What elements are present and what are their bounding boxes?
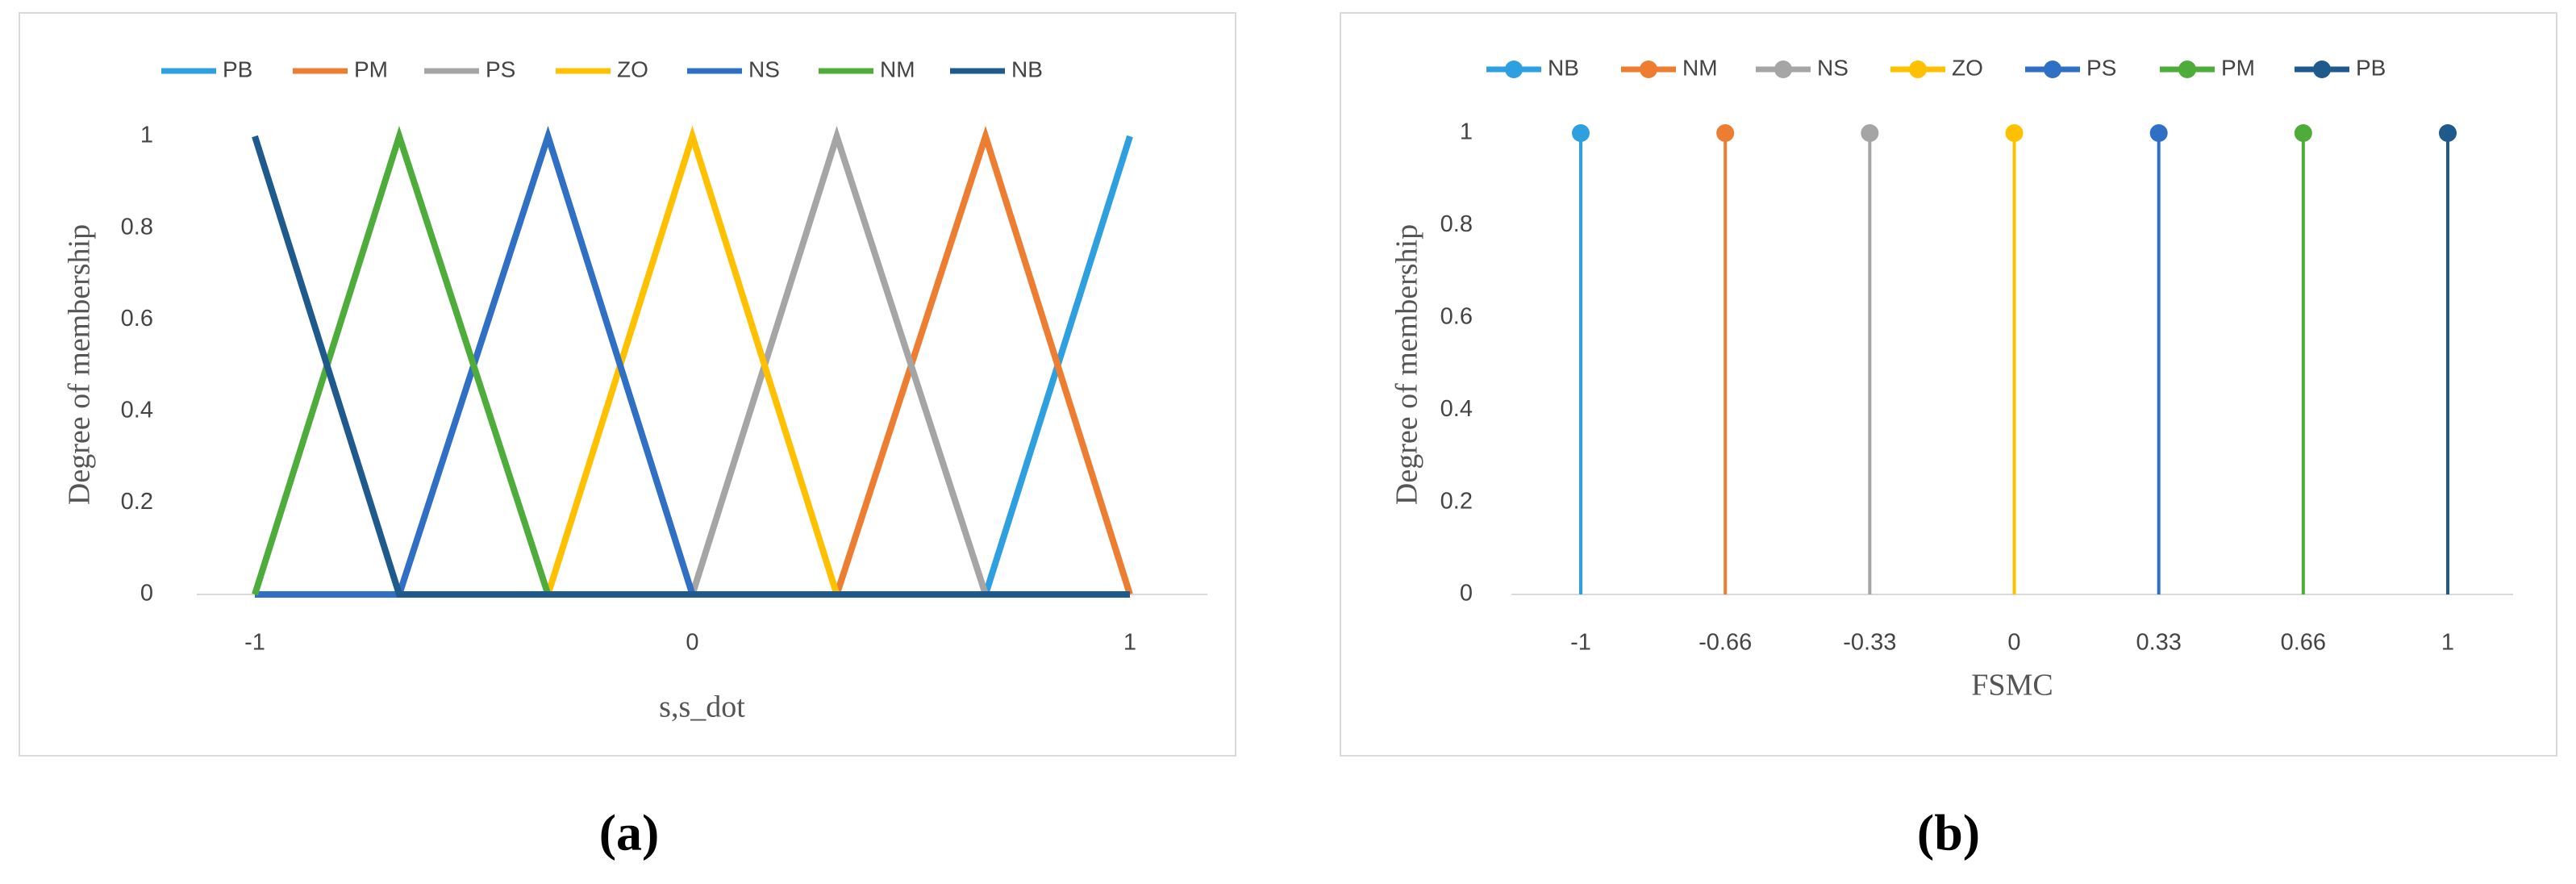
series-line [252, 135, 1130, 598]
x-tick-label: -1 [244, 630, 265, 656]
panel-label: (b) [1917, 804, 1980, 861]
legend-label: NM [1682, 55, 1718, 80]
y-tick-label: 0.2 [121, 489, 153, 515]
x-axis-title: FSMC [1971, 669, 2053, 703]
legend-marker [2178, 60, 2196, 78]
stem-marker [2149, 124, 2168, 142]
legend-marker [1505, 60, 1523, 78]
x-tick-label: -0.33 [1843, 630, 1896, 656]
legend-label: NB [1548, 55, 1579, 80]
legend-marker [1774, 60, 1792, 78]
x-tick-label: -1 [1570, 630, 1591, 656]
stem-marker [2439, 124, 2457, 142]
legend-label: PS [486, 56, 515, 81]
legend-label: ZO [1952, 55, 1983, 80]
legend-marker [1640, 60, 1657, 78]
stem-marker [2294, 124, 2312, 142]
panel-frame [1340, 12, 2557, 757]
legend-label: PB [2356, 55, 2386, 80]
legend-label: PM [354, 56, 388, 81]
x-tick-label: 0.66 [2281, 630, 2326, 656]
stem-marker [1572, 124, 1590, 142]
legend-label: PB [223, 56, 252, 81]
y-tick-label: 0.4 [121, 397, 153, 423]
y-tick-label: 0.8 [121, 214, 153, 240]
stem-marker [1716, 124, 1735, 142]
x-axis-title: s,s_dot [659, 690, 745, 724]
x-tick-label: 1 [1123, 630, 1136, 656]
legend-marker [2044, 60, 2061, 78]
x-tick-label: 0.33 [2136, 630, 2181, 656]
legend-label: ZO [617, 56, 648, 81]
y-tick-label: 0 [1460, 581, 1473, 607]
legend-marker [2313, 60, 2331, 78]
y-tick-label: 1 [140, 123, 153, 148]
y-axis-title: Degree of membership [63, 224, 97, 505]
legend-label: NS [1817, 55, 1849, 80]
stem-marker [1861, 124, 1879, 142]
y-tick-label: 0.2 [1440, 488, 1473, 514]
x-tick-label: 1 [2441, 630, 2454, 656]
y-axis-title: Degree of membership [1390, 224, 1424, 505]
y-tick-label: 0 [140, 581, 153, 607]
y-tick-label: 1 [1460, 119, 1473, 145]
stem-marker [2005, 124, 2024, 142]
y-tick-label: 0.8 [1440, 211, 1473, 237]
y-tick-label: 0.4 [1440, 396, 1473, 422]
panel-label: (a) [599, 804, 660, 861]
legend-label: PS [2086, 55, 2116, 80]
legend-label: NM [880, 56, 915, 81]
y-tick-label: 0.6 [1440, 303, 1473, 329]
legend-marker [1909, 60, 1927, 78]
x-tick-label: 0 [686, 630, 698, 656]
legend-label: NB [1011, 56, 1043, 81]
x-tick-label: -0.66 [1699, 630, 1752, 656]
legend-label: PM [2221, 55, 2255, 80]
y-tick-label: 0.6 [121, 306, 153, 332]
x-tick-label: 0 [2007, 630, 2020, 656]
legend-label: NS [748, 56, 780, 81]
